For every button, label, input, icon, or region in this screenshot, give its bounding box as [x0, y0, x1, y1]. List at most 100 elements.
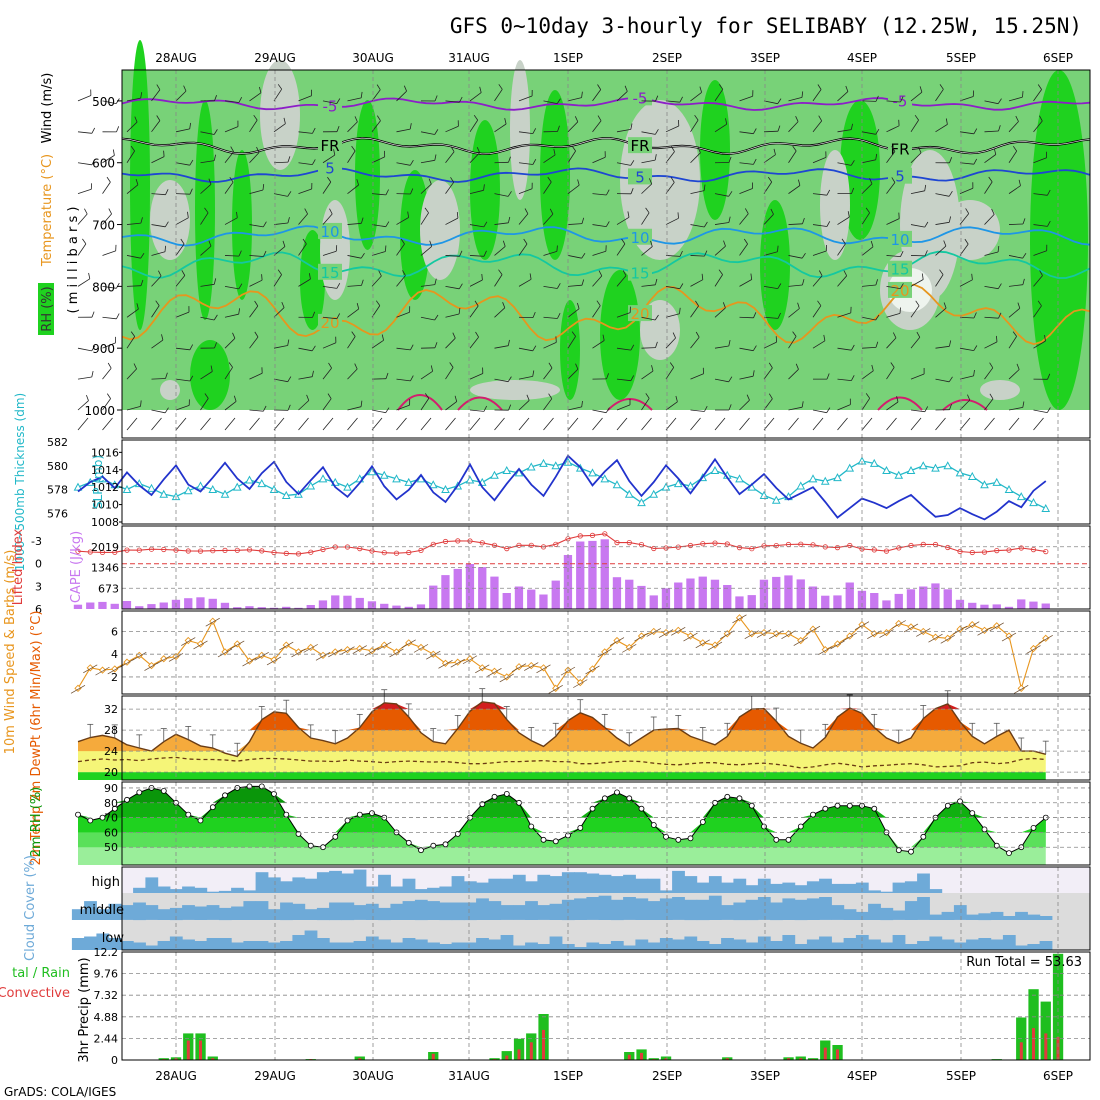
- wind-barb: [518, 131, 533, 134]
- wind-barb: [567, 150, 576, 163]
- thickness-point: [367, 467, 377, 476]
- wind-barb: [249, 305, 259, 318]
- wind-barb: [420, 398, 430, 411]
- wind-barb: [788, 223, 803, 225]
- date-label-bottom-28AUG: 28AUG: [155, 1069, 197, 1083]
- rh-point: [99, 814, 106, 821]
- wind-barb: [273, 307, 285, 318]
- contour-label-bg: [628, 305, 652, 322]
- wind-barb-10m: [438, 659, 453, 669]
- cloud-bar-high: [488, 878, 502, 893]
- cloud-bar-low: [414, 939, 428, 950]
- cloud-bar-middle: [647, 901, 661, 920]
- temp-contour--5: [121, 97, 1091, 111]
- wind-barb: [543, 154, 556, 164]
- credit-label: GrADS: COLA/IGES: [4, 1085, 116, 1099]
- wind-barb-feather: [164, 221, 169, 228]
- cloud-bar-low: [218, 938, 232, 950]
- wind-barb: [273, 123, 286, 133]
- wind-barb-10m: [683, 632, 698, 642]
- wind-barb: [788, 185, 801, 194]
- wind-barb-feather: [650, 240, 653, 247]
- cape-bar: [1041, 603, 1050, 609]
- cloud-bar-middle: [108, 903, 122, 920]
- wind-barb: [1033, 157, 1047, 164]
- wind-barb: [886, 313, 901, 318]
- wind-barb: [812, 305, 822, 318]
- wind-barb: [396, 243, 405, 256]
- cloud-bar-middle: [1015, 911, 1028, 920]
- wind-barb-feather: [801, 252, 806, 259]
- wind-barb: [151, 305, 160, 318]
- cape-bar: [282, 606, 291, 609]
- wind-barb-feather: [529, 273, 532, 280]
- wind-barb-feather: [91, 345, 96, 352]
- wind-barb-feather: [581, 279, 585, 286]
- wind-barb-feather: [213, 314, 218, 321]
- date-label-bottom-1SEP: 1SEP: [553, 1069, 583, 1083]
- wind-panel-frame: [121, 610, 1091, 695]
- wind-barb-feather: [449, 362, 454, 368]
- precip-convective-bar: [211, 1058, 215, 1060]
- cloud-bar-low: [917, 941, 930, 950]
- wind-barb-feather: [722, 302, 726, 309]
- wind-barb-10m: [536, 664, 551, 674]
- surface-wind-barb: [469, 417, 481, 431]
- rh-point: [271, 791, 277, 797]
- wind-barb: [469, 189, 484, 195]
- wind-barb: [714, 307, 726, 318]
- wind-barb: [959, 187, 974, 195]
- wind-barb: [371, 224, 386, 228]
- cloud-label-middle: middle: [80, 903, 124, 918]
- wind-barb-10m: [205, 617, 220, 627]
- rh-tick-80: 80: [104, 797, 118, 810]
- rh-point: [1006, 850, 1012, 856]
- cloud-bar-low: [1015, 945, 1028, 950]
- rh-low-area: [510, 60, 530, 200]
- rh-point: [405, 839, 412, 846]
- wind-barb-feather: [507, 376, 512, 382]
- cloud-bar-middle: [819, 897, 832, 920]
- wind-barb-feather: [900, 96, 904, 103]
- wind-barb: [420, 316, 435, 321]
- cloud-bar-middle: [745, 899, 759, 921]
- contour-label-20: 20: [890, 282, 909, 300]
- wind-barb-10m: [658, 629, 674, 638]
- wind-barb-10m: [573, 679, 588, 688]
- thickness-point: [379, 470, 389, 479]
- wind-barb: [886, 218, 900, 225]
- cape-tick-1346: 1346: [91, 562, 119, 575]
- wind-barb: [371, 193, 386, 196]
- wind-barb: [175, 378, 190, 382]
- wind-barb-feather: [924, 221, 929, 228]
- wind-barb: [641, 159, 656, 164]
- wind-barb: [200, 160, 215, 164]
- cloud-bar-low: [696, 941, 710, 950]
- wind-barb: [665, 100, 680, 103]
- wind-barb-feather: [826, 407, 831, 413]
- cloud-bar-high: [549, 876, 563, 893]
- date-label-top-31AUG: 31AUG: [448, 51, 490, 65]
- wind-barb: [665, 285, 680, 290]
- thickness-point: [869, 458, 879, 467]
- cloud-bar-middle: [659, 898, 673, 920]
- cape-bar: [429, 585, 438, 609]
- wind-barb-feather: [502, 240, 506, 247]
- cloud-bar-middle: [414, 899, 428, 921]
- ylabel-wind10m: 10m Wind Speed & Barbs (m/s): [3, 550, 18, 755]
- cloud-bar-low: [819, 936, 832, 950]
- wind-barb-feather: [704, 406, 708, 412]
- date-label-bottom-30AUG: 30AUG: [352, 1069, 394, 1083]
- wind-barb-feather: [1022, 218, 1026, 225]
- rh-low-area: [260, 60, 300, 170]
- cape-bar: [772, 576, 781, 609]
- wind-barb: [322, 213, 333, 225]
- cloud-bar-low: [880, 942, 894, 950]
- li-point: [479, 540, 485, 546]
- cape-bar: [453, 568, 462, 609]
- thickness-point: [232, 482, 242, 491]
- wind-barb-feather: [456, 212, 459, 219]
- cape-bar: [527, 589, 536, 609]
- ylabel-precip: 3hr Precip (mm): [77, 957, 92, 1062]
- wind-barb-feather: [434, 278, 437, 285]
